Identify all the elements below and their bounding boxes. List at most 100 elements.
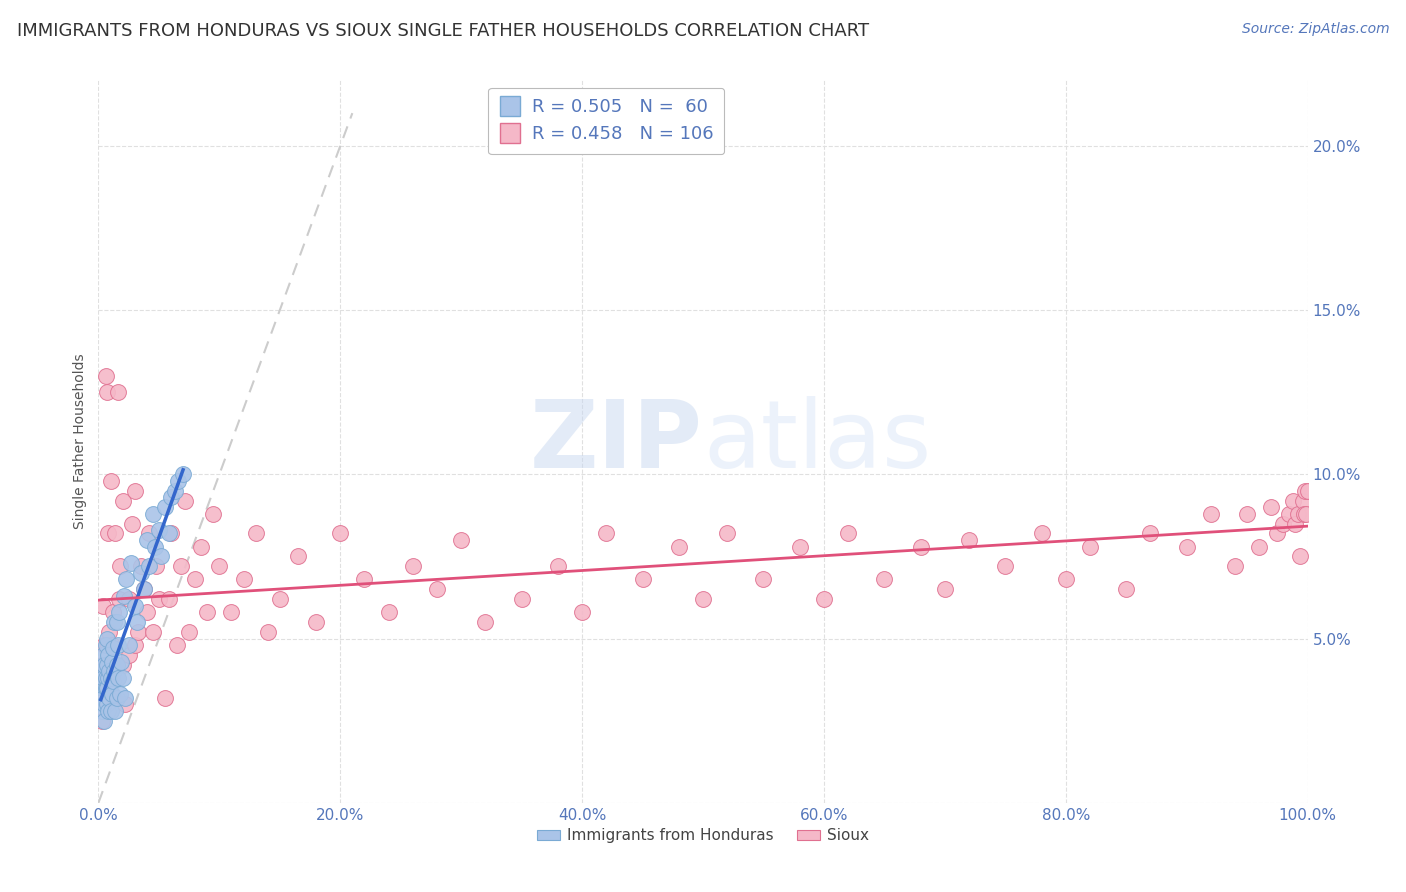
Point [142, 625, 165, 640]
Point [91, 681, 114, 695]
Point [120, 556, 142, 570]
Point [752, 573, 775, 587]
Point [114, 690, 136, 705]
Point [1249, 540, 1271, 554]
Point [108, 605, 131, 619]
Point [595, 526, 617, 541]
Point [142, 507, 165, 521]
Point [90, 671, 112, 685]
Point [160, 491, 183, 505]
Point [873, 573, 896, 587]
Point [111, 493, 134, 508]
Point [1115, 582, 1137, 597]
Point [107, 385, 129, 400]
Point [98, 665, 121, 679]
Point [195, 605, 218, 619]
Point [94, 671, 117, 685]
Point [105, 690, 128, 705]
Point [148, 592, 170, 607]
Point [91, 599, 114, 613]
Point [100, 474, 122, 488]
Point [93, 690, 115, 705]
Point [256, 625, 278, 640]
Point [145, 559, 167, 574]
Point [994, 559, 1017, 574]
Point [103, 690, 125, 705]
Legend: Immigrants from Honduras, Sioux: Immigrants from Honduras, Sioux [530, 822, 876, 849]
Text: atlas: atlas [703, 395, 931, 488]
Point [91, 704, 114, 718]
Point [101, 605, 124, 619]
Point [96, 385, 118, 400]
Point [910, 540, 932, 554]
Point [143, 540, 166, 554]
Point [104, 704, 127, 718]
Point [668, 540, 690, 554]
Point [124, 599, 146, 613]
Point [118, 592, 141, 607]
Point [716, 526, 738, 541]
Point [94, 368, 117, 383]
Point [108, 559, 131, 574]
Point [160, 526, 183, 541]
Point [96, 671, 118, 685]
Point [112, 589, 135, 603]
Point [150, 549, 173, 564]
Point [167, 474, 190, 488]
Point [1260, 500, 1282, 515]
Point [96, 632, 118, 646]
Point [118, 648, 141, 662]
Point [110, 655, 132, 669]
Point [1292, 507, 1315, 521]
Point [94, 638, 117, 652]
Point [190, 540, 212, 554]
Point [96, 657, 118, 672]
Point [153, 500, 176, 515]
Point [571, 605, 593, 619]
Point [134, 582, 156, 597]
Point [1272, 516, 1295, 531]
Point [287, 549, 309, 564]
Point [91, 681, 114, 695]
Point [184, 573, 207, 587]
Point [91, 671, 114, 685]
Point [100, 704, 122, 718]
Point [94, 681, 117, 695]
Point [202, 507, 225, 521]
Point [450, 533, 472, 547]
Point [813, 592, 835, 607]
Text: IMMIGRANTS FROM HONDURAS VS SIOUX SINGLE FATHER HOUSEHOLDS CORRELATION CHART: IMMIGRANTS FROM HONDURAS VS SIOUX SINGLE… [17, 22, 869, 40]
Point [103, 615, 125, 630]
Point [105, 615, 128, 630]
Point [163, 483, 186, 498]
Point [96, 681, 118, 695]
Point [402, 559, 425, 574]
Point [1286, 507, 1309, 521]
Point [107, 671, 129, 685]
Point [135, 605, 157, 619]
Point [93, 638, 115, 652]
Point [124, 483, 146, 498]
Point [134, 582, 156, 597]
Point [510, 592, 533, 607]
Point [1294, 483, 1316, 498]
Point [269, 592, 291, 607]
Point [631, 573, 654, 587]
Point [135, 533, 157, 547]
Point [169, 559, 191, 574]
Point [97, 526, 120, 541]
Point [93, 657, 115, 672]
Point [1292, 493, 1315, 508]
Point [157, 592, 180, 607]
Point [157, 526, 180, 541]
Point [91, 657, 114, 672]
Point [100, 671, 122, 685]
Y-axis label: Single Father Households: Single Father Households [73, 354, 87, 529]
Point [1054, 573, 1077, 587]
Point [957, 533, 980, 547]
Point [100, 638, 122, 652]
Point [377, 605, 399, 619]
Point [100, 671, 122, 685]
Point [305, 615, 328, 630]
Point [208, 559, 231, 574]
